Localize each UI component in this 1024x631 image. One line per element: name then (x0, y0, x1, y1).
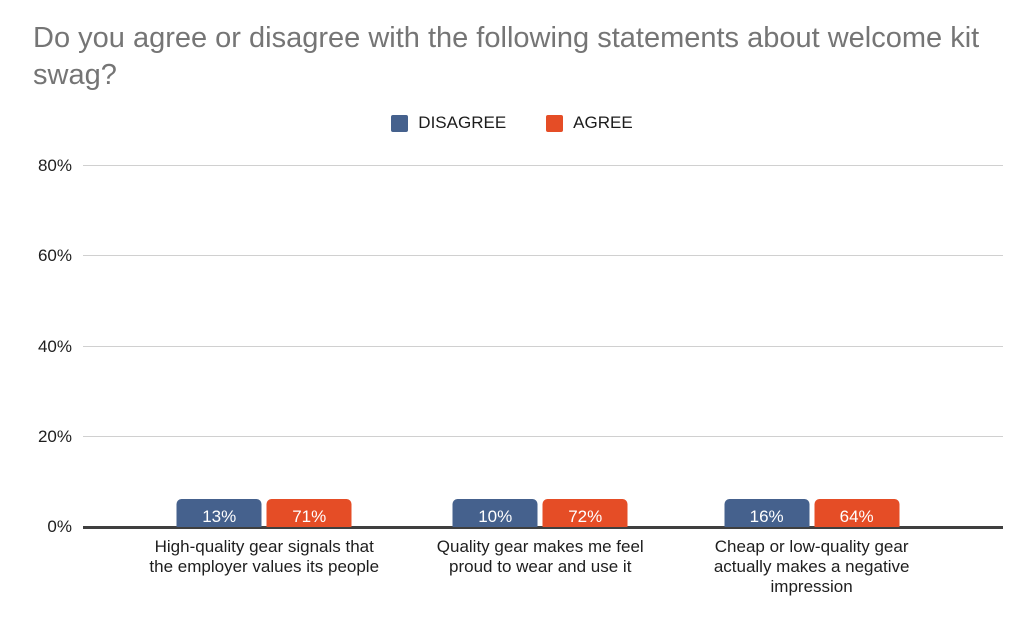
agree-swatch-icon (546, 114, 564, 132)
legend-label-agree: AGREE (573, 113, 633, 132)
bar-group-2: 16% 64% (724, 499, 900, 527)
gridline-40% (83, 345, 1003, 347)
legend-item-disagree: DISAGREE (391, 113, 506, 133)
bar-group-1: 10% 72% (452, 499, 628, 527)
bar-disagree-0: 13% (176, 499, 262, 527)
x-axis-label-1: Quality gear makes me feel proud to wear… (436, 537, 644, 576)
bar-value-label-disagree-0: 13% (202, 507, 237, 526)
bar-value-label-agree-0: 71% (292, 507, 327, 526)
bar-group-0: 13% 71% (176, 499, 352, 527)
gridline-80% (83, 165, 1003, 166)
y-tick-label-0%: 0% (47, 517, 72, 536)
y-tick-label-60%: 60% (37, 246, 72, 266)
x-axis-label-2: Cheap or low-quality gear actually makes… (713, 537, 910, 596)
bar-agree-0: 71% (266, 499, 352, 527)
gridline-60% (83, 255, 1003, 257)
disagree-swatch-icon (391, 114, 409, 132)
bar-value-label-disagree-1: 10% (478, 507, 513, 526)
x-axis-labels: High-quality gear signals that the emplo… (83, 537, 1003, 607)
bar-value-label-disagree-2: 16% (749, 507, 784, 526)
bar-disagree-2: 16% (724, 499, 810, 527)
y-tick-label-20%: 20% (37, 426, 72, 446)
y-tick-label-40%: 40% (37, 336, 72, 356)
x-axis-label-0: High-quality gear signals that the emplo… (149, 537, 380, 576)
bar-agree-2: 64% (814, 499, 900, 527)
bar-disagree-1: 10% (452, 499, 538, 527)
x-axis-line (83, 526, 1003, 529)
y-axis: 0% 20% 40% 60% 80% (0, 156, 72, 536)
bar-agree-1: 72% (542, 499, 628, 527)
legend: DISAGREE AGREE (0, 113, 1024, 133)
y-tick-label-80%: 80% (37, 156, 72, 175)
gridline-20% (83, 435, 1003, 437)
plot-area: 13% 71% 10% 72% 16% 64% (83, 165, 1003, 529)
legend-label-disagree: DISAGREE (418, 113, 507, 132)
legend-item-agree: AGREE (546, 113, 633, 133)
chart-title: Do you agree or disagree with the follow… (33, 22, 980, 91)
bar-value-label-agree-2: 64% (839, 507, 874, 526)
bar-value-label-agree-1: 72% (568, 507, 603, 526)
